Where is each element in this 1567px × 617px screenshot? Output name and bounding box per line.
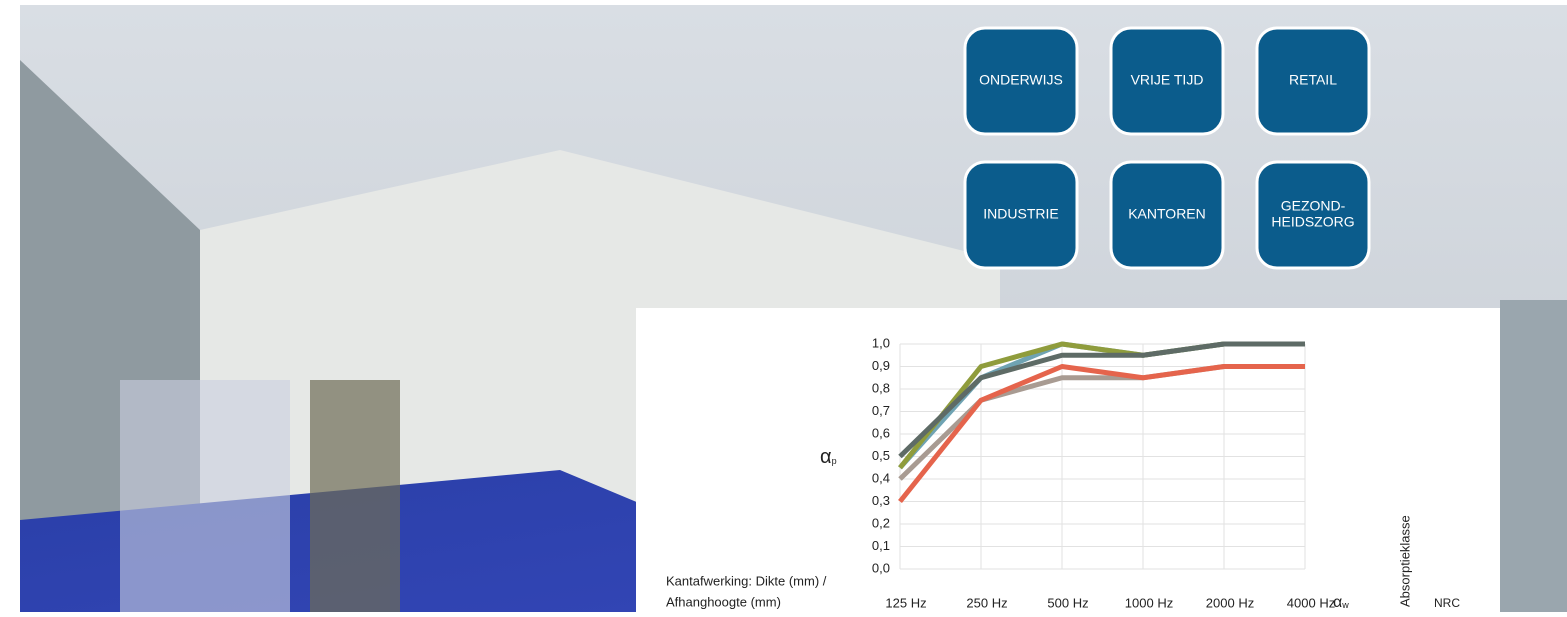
category-button[interactable]: GEZOND-HEIDSZORG bbox=[1255, 160, 1371, 270]
y-tick-label: 0,4 bbox=[872, 470, 890, 485]
button-label: RETAIL bbox=[1289, 72, 1337, 88]
x-tick-label: 1000 Hz bbox=[1125, 595, 1173, 610]
y-tick-label: 0,6 bbox=[872, 425, 890, 440]
button-box bbox=[1255, 160, 1371, 270]
y-tick-label: 0,7 bbox=[872, 403, 890, 418]
subscript: w bbox=[1341, 600, 1349, 610]
button-box bbox=[1255, 26, 1371, 136]
y-tick-label: 0,5 bbox=[872, 448, 890, 463]
button-grid: ONDERWIJS VRIJE TIJD RETAIL INDUSTRIE KANTOR… bbox=[963, 26, 1371, 270]
button-label: INDUSTRIE bbox=[983, 206, 1058, 222]
category-button[interactable]: RETAIL bbox=[1255, 26, 1371, 136]
y-axis-label: αp bbox=[820, 446, 837, 468]
button-box bbox=[963, 160, 1079, 270]
category-button[interactable]: INDUSTRIE bbox=[963, 160, 1079, 270]
series-line bbox=[898, 341, 1305, 459]
y-tick-label: 0,1 bbox=[872, 538, 890, 553]
category-button[interactable]: VRIJE TIJD bbox=[1109, 26, 1225, 136]
category-button[interactable]: ONDERWIJS bbox=[963, 26, 1079, 136]
button-box bbox=[1109, 160, 1225, 270]
side-label: Kantafwerking: Dikte (mm) / bbox=[666, 573, 827, 588]
button-box bbox=[963, 26, 1079, 136]
chart-panel bbox=[636, 308, 1500, 612]
button-label: HEIDSZORG bbox=[1271, 214, 1354, 230]
x-tick-label: 500 Hz bbox=[1047, 595, 1088, 610]
y-tick-label: 0,9 bbox=[872, 358, 890, 373]
button-box bbox=[1109, 26, 1225, 136]
symbol: α bbox=[820, 446, 832, 468]
y-tick-label: 0,3 bbox=[872, 493, 890, 508]
button-label: VRIJE TIJD bbox=[1131, 72, 1204, 88]
side-label: Afhanghoogte (mm) bbox=[666, 594, 781, 609]
y-tick-label: 0,8 bbox=[872, 380, 890, 395]
button-label: ONDERWIJS bbox=[979, 72, 1063, 88]
x-tick-label: 2000 Hz bbox=[1206, 595, 1254, 610]
x-tick-label: 4000 Hz bbox=[1287, 595, 1335, 610]
symbol: α bbox=[1333, 594, 1342, 611]
x-tick-label: 125 Hz bbox=[885, 595, 926, 610]
y-tick-label: 1,0 bbox=[872, 335, 890, 350]
chart: 0,0 0,1 0,2 0,3 0,4 0,5 0,6 0,7 0,8 0,9 1,0 125 Hz 2… bbox=[666, 335, 1460, 611]
nrc-label: NRC bbox=[1434, 596, 1460, 610]
absorption-class-label: Absorptieklasse bbox=[1397, 515, 1412, 607]
x-tick-label: 250 Hz bbox=[966, 595, 1007, 610]
alpha-w-label: αw bbox=[1333, 594, 1349, 611]
category-button[interactable]: KANTOREN bbox=[1109, 160, 1225, 270]
series-line bbox=[898, 364, 1305, 504]
y-tick-label: 0,2 bbox=[872, 515, 890, 530]
button-label: GEZOND- bbox=[1281, 198, 1346, 214]
button-label: KANTOREN bbox=[1128, 206, 1206, 222]
y-tick-label: 0,0 bbox=[872, 560, 890, 575]
subscript: p bbox=[832, 456, 837, 466]
